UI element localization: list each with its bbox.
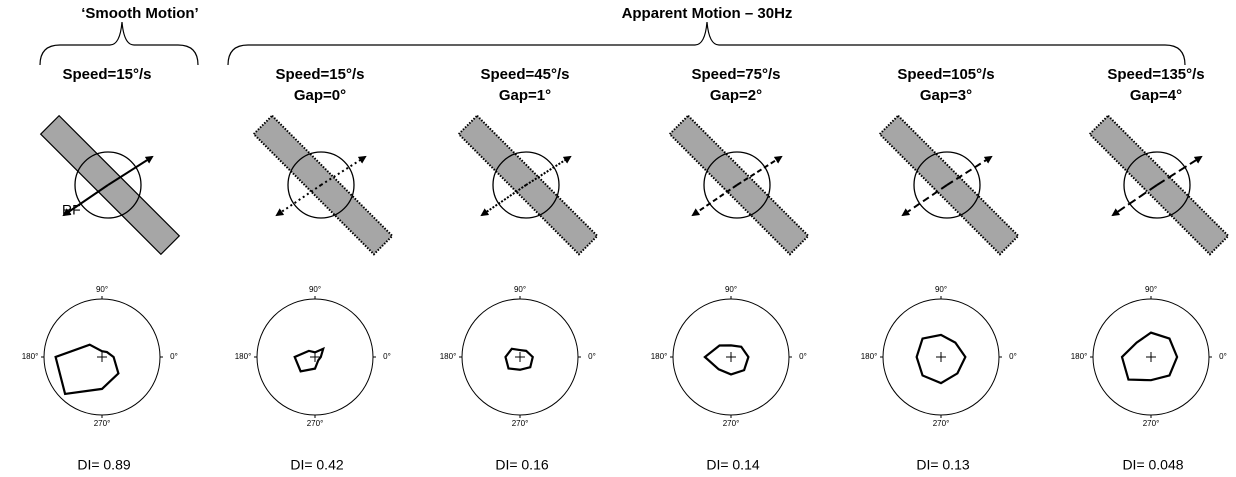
angle-label: 270° xyxy=(933,419,950,428)
panel-subtitle: Gap=2° xyxy=(710,87,762,104)
angle-label: 270° xyxy=(723,419,740,428)
center-cross xyxy=(515,352,525,362)
center-cross xyxy=(97,352,107,362)
panel-title: Speed=45°/s xyxy=(481,66,570,83)
angle-label: 0° xyxy=(1009,352,1017,361)
figure: ‘Smooth Motion’ Apparent Motion – 30Hz R… xyxy=(0,0,1236,477)
angle-label: 90° xyxy=(514,285,526,294)
angle-label: 0° xyxy=(383,352,391,361)
angle-label: 0° xyxy=(799,352,807,361)
angle-label: 180° xyxy=(1071,352,1088,361)
angle-label: 90° xyxy=(96,285,108,294)
panel-title: Speed=15°/s xyxy=(63,66,152,83)
angle-label: 180° xyxy=(22,352,39,361)
stimulus-bar xyxy=(880,116,1019,255)
panel-title: Speed=15°/s xyxy=(276,66,365,83)
tuning-polygon xyxy=(1122,333,1177,381)
brace xyxy=(228,22,1185,65)
tuning-polygon xyxy=(56,345,119,394)
panel-subtitle: Gap=4° xyxy=(1130,87,1182,104)
stimulus-bar xyxy=(254,116,393,255)
brace xyxy=(40,22,198,65)
angle-label: 90° xyxy=(725,285,737,294)
angle-label: 90° xyxy=(309,285,321,294)
angle-label: 90° xyxy=(935,285,947,294)
panel-subtitle: Gap=1° xyxy=(499,87,551,104)
center-cross xyxy=(936,352,946,362)
motion-arrow xyxy=(1113,185,1157,215)
di-label: DI= 0.13 xyxy=(916,457,970,473)
panel-title: Speed=135°/s xyxy=(1107,66,1204,83)
tuning-polygon xyxy=(705,345,749,374)
tuning-polygon xyxy=(295,349,324,372)
angle-label: 180° xyxy=(861,352,878,361)
center-cross xyxy=(726,352,736,362)
stimulus-bar xyxy=(459,116,598,255)
angle-label: 270° xyxy=(1143,419,1160,428)
stimulus-bar xyxy=(1090,116,1229,255)
angle-label: 270° xyxy=(307,419,324,428)
motion-arrow xyxy=(482,185,526,215)
di-label: DI= 0.42 xyxy=(290,457,344,473)
di-label: DI= 0.89 xyxy=(77,457,131,473)
angle-label: 180° xyxy=(235,352,252,361)
group-label: ‘Smooth Motion’ xyxy=(81,5,198,22)
angle-label: 180° xyxy=(651,352,668,361)
angle-label: 270° xyxy=(94,419,111,428)
center-cross xyxy=(1146,352,1156,362)
angle-label: 270° xyxy=(512,419,529,428)
angle-label: 180° xyxy=(440,352,457,361)
angle-label: 0° xyxy=(1219,352,1227,361)
group-label: Apparent Motion – 30Hz xyxy=(622,5,793,22)
angle-label: 0° xyxy=(588,352,596,361)
tuning-polygon xyxy=(506,349,533,370)
panel-subtitle: Gap=0° xyxy=(294,87,346,104)
di-label: DI= 0.14 xyxy=(706,457,760,473)
panel-title: Speed=75°/s xyxy=(692,66,781,83)
stimulus-bar xyxy=(41,116,180,255)
stimulus-bar xyxy=(670,116,809,255)
di-label: DI= 0.048 xyxy=(1122,457,1183,473)
motion-arrow xyxy=(64,185,108,215)
angle-label: 0° xyxy=(170,352,178,361)
panel-title: Speed=105°/s xyxy=(897,66,994,83)
panel-subtitle: Gap=3° xyxy=(920,87,972,104)
angle-label: 90° xyxy=(1145,285,1157,294)
di-label: DI= 0.16 xyxy=(495,457,549,473)
